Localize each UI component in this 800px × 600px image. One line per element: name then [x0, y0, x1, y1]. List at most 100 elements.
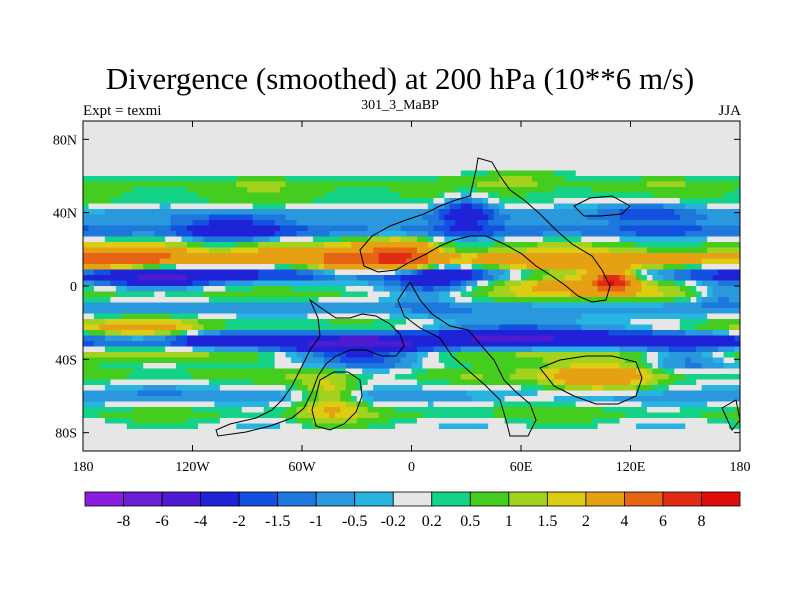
field-cell	[241, 137, 248, 144]
field-cell	[143, 121, 150, 128]
field-cell	[356, 176, 363, 183]
field-cell	[302, 121, 309, 128]
field-cell	[302, 275, 309, 282]
field-cell	[323, 253, 330, 260]
field-cell	[433, 121, 440, 128]
field-cell	[575, 258, 582, 265]
field-cell	[121, 121, 128, 128]
field-cell	[143, 154, 150, 161]
field-cell	[241, 242, 248, 249]
field-cell	[225, 165, 232, 172]
field-cell	[400, 297, 407, 304]
field-cell	[460, 214, 467, 221]
field-cell	[526, 258, 533, 265]
field-cell	[400, 181, 407, 188]
field-cell	[110, 121, 117, 128]
field-cell	[433, 154, 440, 161]
field-cell	[395, 231, 402, 238]
field-cell	[400, 192, 407, 199]
field-cell	[526, 170, 533, 177]
field-cell	[712, 297, 719, 304]
field-cell	[83, 269, 90, 276]
field-cell	[581, 192, 588, 199]
field-cell	[531, 225, 539, 232]
field-cell	[625, 209, 632, 216]
field-cell	[269, 302, 276, 309]
field-cell	[389, 159, 396, 166]
field-cell	[444, 236, 451, 243]
field-cell	[351, 264, 358, 271]
field-cell	[214, 308, 221, 315]
field-cell	[83, 225, 90, 232]
field-cell	[460, 346, 467, 353]
field-cell	[526, 165, 533, 172]
field-cell	[707, 214, 714, 221]
field-cell	[723, 231, 730, 238]
field-cell	[668, 121, 675, 128]
field-cell	[99, 198, 106, 205]
field-cell	[356, 203, 363, 210]
field-cell	[187, 297, 194, 304]
field-cell	[471, 165, 478, 172]
field-cell	[559, 242, 566, 249]
field-cell	[170, 192, 177, 199]
field-cell	[504, 302, 511, 309]
field-cell	[192, 302, 199, 309]
field-cell	[83, 165, 90, 172]
field-cell	[537, 121, 544, 128]
field-cell	[241, 214, 248, 221]
field-cell	[422, 159, 429, 166]
field-cell	[252, 181, 259, 188]
field-cell	[285, 198, 292, 205]
field-cell	[148, 341, 155, 348]
field-cell	[460, 231, 467, 238]
field-cell	[559, 148, 566, 155]
field-cell	[93, 236, 101, 243]
field-cell	[318, 137, 325, 144]
field-cell	[531, 121, 539, 128]
field-cell	[208, 253, 215, 260]
field-cell	[230, 324, 237, 331]
field-cell	[668, 286, 675, 293]
field-cell	[526, 214, 533, 221]
field-cell	[214, 346, 221, 353]
field-cell	[499, 269, 506, 276]
field-cell	[630, 269, 637, 276]
field-cell	[285, 280, 292, 287]
field-cell	[181, 286, 188, 293]
field-cell	[192, 121, 199, 128]
field-cell	[104, 346, 111, 353]
field-cell	[395, 258, 402, 265]
field-cell	[115, 209, 122, 216]
field-cell	[236, 209, 243, 216]
field-cell	[93, 291, 101, 298]
field-cell	[230, 225, 237, 232]
field-cell	[581, 121, 588, 128]
field-cell	[701, 269, 708, 276]
field-cell	[668, 319, 675, 326]
field-cell	[427, 253, 434, 260]
field-cell	[291, 236, 298, 243]
field-cell	[696, 126, 703, 133]
field-cell	[521, 280, 528, 287]
field-cell	[99, 214, 106, 221]
field-cell	[646, 187, 653, 194]
field-cell	[592, 308, 599, 315]
field-cell	[110, 225, 117, 232]
field-cell	[176, 302, 183, 309]
field-cell	[477, 209, 484, 216]
field-cell	[608, 247, 615, 254]
field-cell	[597, 198, 604, 205]
field-cell	[247, 137, 254, 144]
field-cell	[548, 242, 555, 249]
field-cell	[165, 297, 172, 304]
field-cell	[630, 143, 637, 150]
field-cell	[674, 148, 681, 155]
field-cell	[241, 302, 248, 309]
field-cell	[395, 187, 402, 194]
field-cell	[329, 187, 336, 194]
field-cell	[400, 330, 407, 337]
field-cell	[701, 165, 708, 172]
field-cell	[225, 137, 232, 144]
field-cell	[126, 165, 133, 172]
